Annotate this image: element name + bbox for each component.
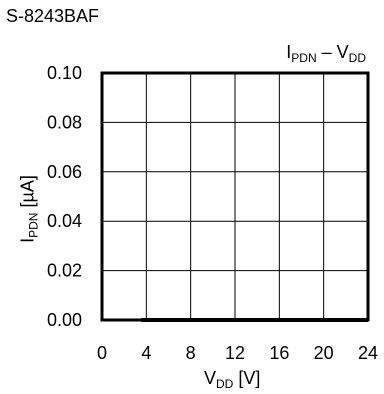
x-tick-label: 16 <box>269 343 289 363</box>
x-tick-label: 8 <box>186 343 196 363</box>
title-quantity: I <box>286 42 292 62</box>
x-axis-label-quantity: V <box>204 368 217 388</box>
y-tick-label: 0.10 <box>47 63 82 83</box>
y-tick-label: 0.06 <box>47 162 82 182</box>
y-tick-label: 0.02 <box>47 261 82 281</box>
tick-labels: 0 4 8 12 16 20 24 0.00 0.02 0.04 0.06 0.08 0.10 <box>47 63 378 363</box>
x-axis-label-unit: [V] <box>233 368 261 388</box>
plot-frame <box>100 71 370 322</box>
y-tick-label: 0.04 <box>47 211 82 231</box>
title-separator: – <box>316 42 337 62</box>
y-axis-label: IPDN [µA] <box>17 175 41 243</box>
chart-title: IPDN – VDD <box>286 42 366 65</box>
grid-lines <box>101 72 369 321</box>
x-axis-label: VDD [V] <box>204 368 261 391</box>
y-axis-label-unit: [µA] <box>17 175 38 213</box>
y-tick-label: 0.08 <box>47 112 82 132</box>
part-number-title: S-8243BAF <box>6 6 100 26</box>
x-tick-label: 20 <box>314 343 334 363</box>
x-tick-label: 4 <box>141 343 151 363</box>
x-axis-label-subscript: DD <box>216 377 234 391</box>
y-axis-label-subscript: PDN <box>26 212 41 238</box>
x-tick-label: 0 <box>97 343 107 363</box>
y-axis-label-quantity: I <box>17 237 38 243</box>
title-quantity-subscript: PDN <box>291 51 317 65</box>
y-tick-label: 0.00 <box>47 310 82 330</box>
x-tick-label: 24 <box>358 343 378 363</box>
title-variable-subscript: DD <box>348 51 366 65</box>
x-tick-label: 12 <box>225 343 245 363</box>
title-variable: V <box>336 42 349 62</box>
